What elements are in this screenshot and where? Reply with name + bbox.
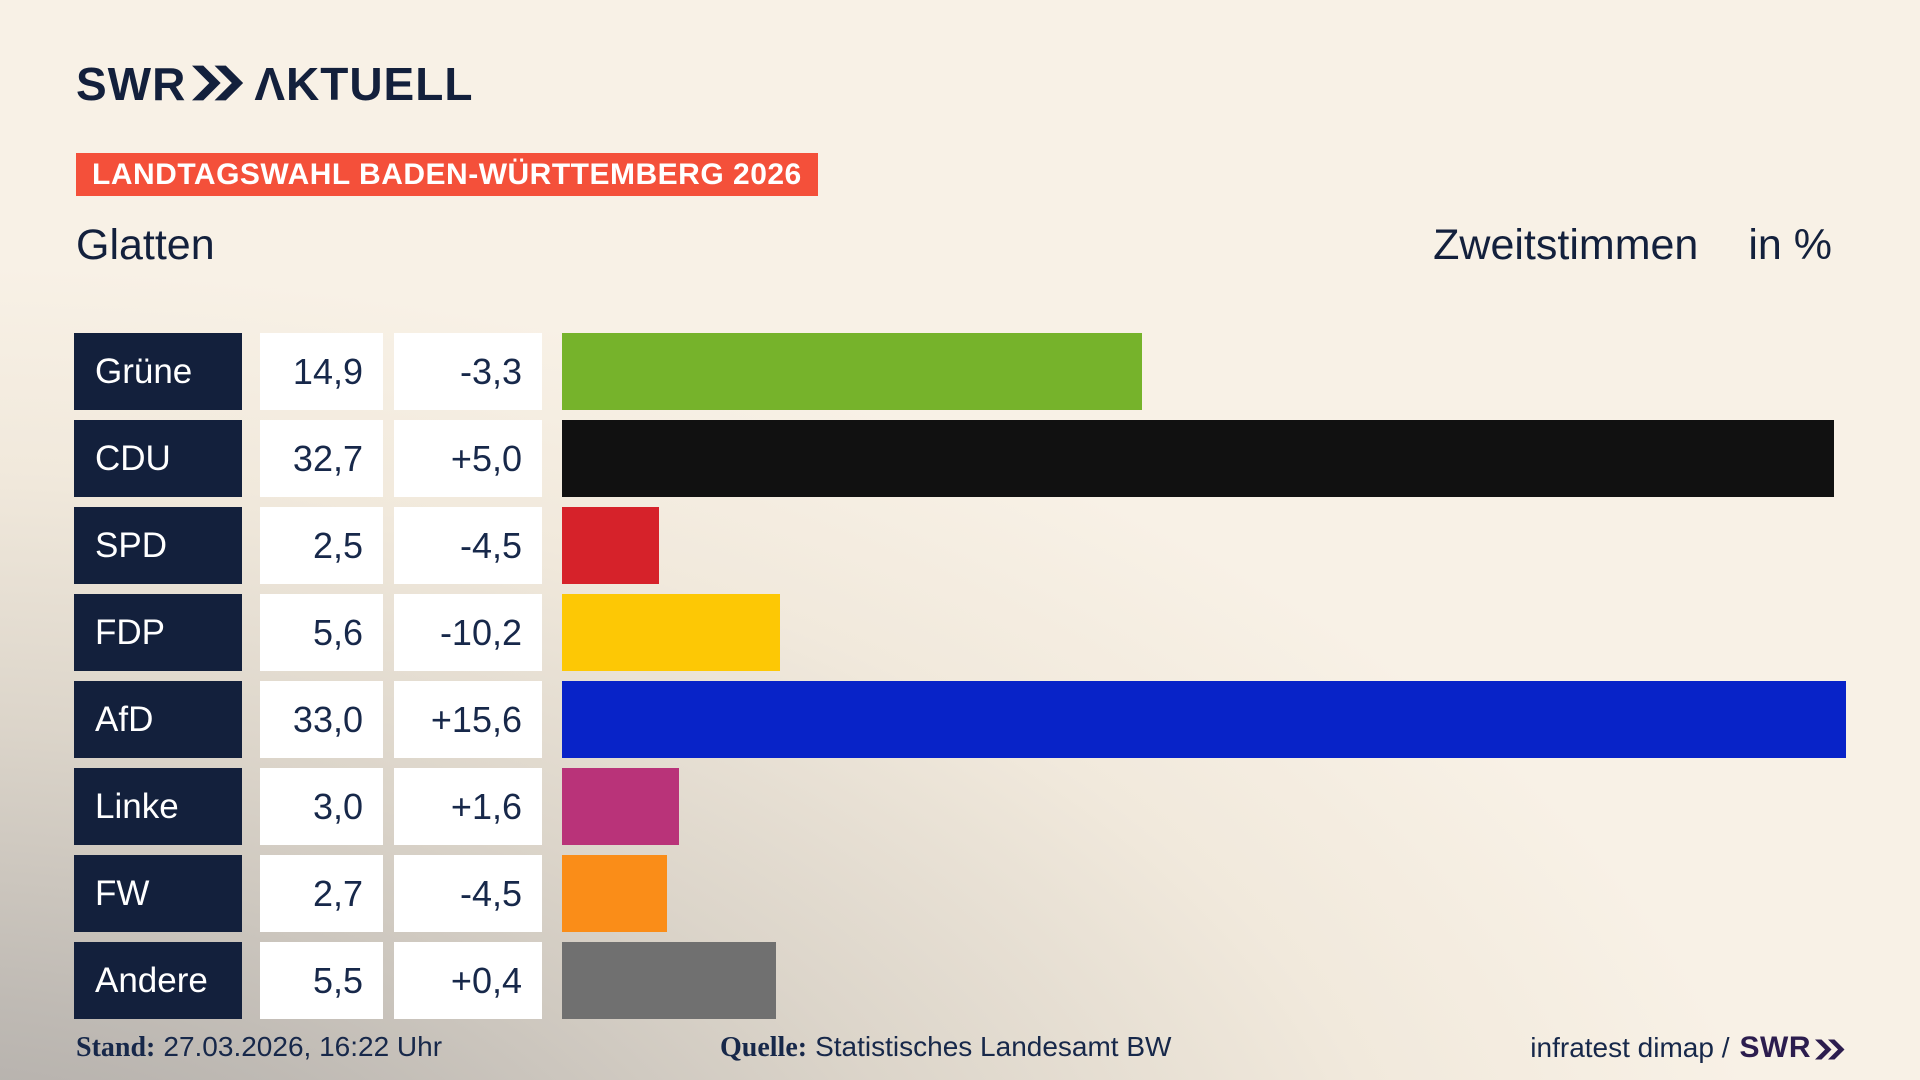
party-change-box: +1,6 bbox=[394, 768, 542, 845]
party-result-bar bbox=[562, 768, 679, 845]
party-change-box: +15,6 bbox=[394, 681, 542, 758]
swr-footer-logo-text: SWR bbox=[1739, 1031, 1811, 1064]
party-change-box: -4,5 bbox=[394, 507, 542, 584]
party-change-box: -3,3 bbox=[394, 333, 542, 410]
swr-logo-text: SWR bbox=[76, 58, 187, 110]
party-value-box: 32,7 bbox=[260, 420, 383, 497]
party-result-bar bbox=[562, 942, 776, 1019]
party-name-box: FW bbox=[74, 855, 242, 932]
stand-value: 27.03.2026, 16:22 Uhr bbox=[163, 1031, 443, 1062]
party-row: AfD 33,0 +15,6 bbox=[74, 681, 1920, 758]
party-change-box: +5,0 bbox=[394, 420, 542, 497]
results-bar-chart: Grüne 14,9 -3,3 CDU 32,7 +5,0 SPD 2,5 -4… bbox=[74, 333, 1920, 1029]
credit-text: infratest dimap / bbox=[1530, 1032, 1730, 1063]
party-name-box: SPD bbox=[74, 507, 242, 584]
municipality-title: Glatten bbox=[76, 221, 215, 269]
party-change-box: -10,2 bbox=[394, 594, 542, 671]
party-row: SPD 2,5 -4,5 bbox=[74, 507, 1920, 584]
title-row: Glatten Zweitstimmen in % bbox=[76, 221, 1832, 270]
chart-subtitle: Zweitstimmen in % bbox=[1433, 221, 1832, 270]
party-result-bar bbox=[562, 420, 1834, 497]
party-result-bar bbox=[562, 855, 667, 932]
party-name-box: CDU bbox=[74, 420, 242, 497]
vote-type-label: Zweitstimmen bbox=[1433, 221, 1699, 269]
swr-aktuell-logo: SWR ΛKTUELL bbox=[76, 56, 473, 112]
party-row: Linke 3,0 +1,6 bbox=[74, 768, 1920, 845]
party-row: Grüne 14,9 -3,3 bbox=[74, 333, 1920, 410]
party-value-box: 5,6 bbox=[260, 594, 383, 671]
quelle-label: Quelle: bbox=[720, 1032, 808, 1063]
party-name-box: AfD bbox=[74, 681, 242, 758]
election-badge: LANDTAGSWAHL BADEN-WÜRTTEMBERG 2026 bbox=[76, 153, 818, 196]
party-value-box: 33,0 bbox=[260, 681, 383, 758]
party-row: FW 2,7 -4,5 bbox=[74, 855, 1920, 932]
unit-label: in % bbox=[1748, 221, 1832, 269]
party-value-box: 14,9 bbox=[260, 333, 383, 410]
party-row: CDU 32,7 +5,0 bbox=[74, 420, 1920, 497]
party-name-box: Grüne bbox=[74, 333, 242, 410]
party-value-box: 3,0 bbox=[260, 768, 383, 845]
party-row: FDP 5,6 -10,2 bbox=[74, 594, 1920, 671]
party-value-box: 2,5 bbox=[260, 507, 383, 584]
party-change-box: +0,4 bbox=[394, 942, 542, 1019]
stand-label: Stand: bbox=[76, 1032, 156, 1063]
footer: Stand: 27.03.2026, 16:22 Uhr Quelle: Stati… bbox=[76, 1031, 1845, 1067]
aktuell-logo-text: ΛKTUELL bbox=[254, 58, 474, 110]
party-value-box: 5,5 bbox=[260, 942, 383, 1019]
swr-footer-logo: SWR bbox=[1740, 1031, 1846, 1065]
party-change-box: -4,5 bbox=[394, 855, 542, 932]
party-result-bar bbox=[562, 594, 780, 671]
party-result-bar bbox=[562, 333, 1142, 410]
party-row: Andere 5,5 +0,4 bbox=[74, 942, 1920, 1019]
party-name-box: Andere bbox=[74, 942, 242, 1019]
party-value-box: 2,7 bbox=[260, 855, 383, 932]
status-timestamp: Stand: 27.03.2026, 16:22 Uhr bbox=[76, 1031, 442, 1064]
swr-chevrons-icon bbox=[192, 58, 244, 112]
swr-footer-chevrons-icon bbox=[1815, 1039, 1845, 1059]
party-result-bar bbox=[562, 681, 1846, 758]
quelle-value: Statistisches Landesamt BW bbox=[815, 1031, 1172, 1062]
party-name-box: Linke bbox=[74, 768, 242, 845]
party-name-box: FDP bbox=[74, 594, 242, 671]
party-result-bar bbox=[562, 507, 660, 584]
source: Quelle: Statistisches Landesamt BW bbox=[720, 1031, 1171, 1064]
credit: infratest dimap / SWR bbox=[1530, 1031, 1845, 1065]
